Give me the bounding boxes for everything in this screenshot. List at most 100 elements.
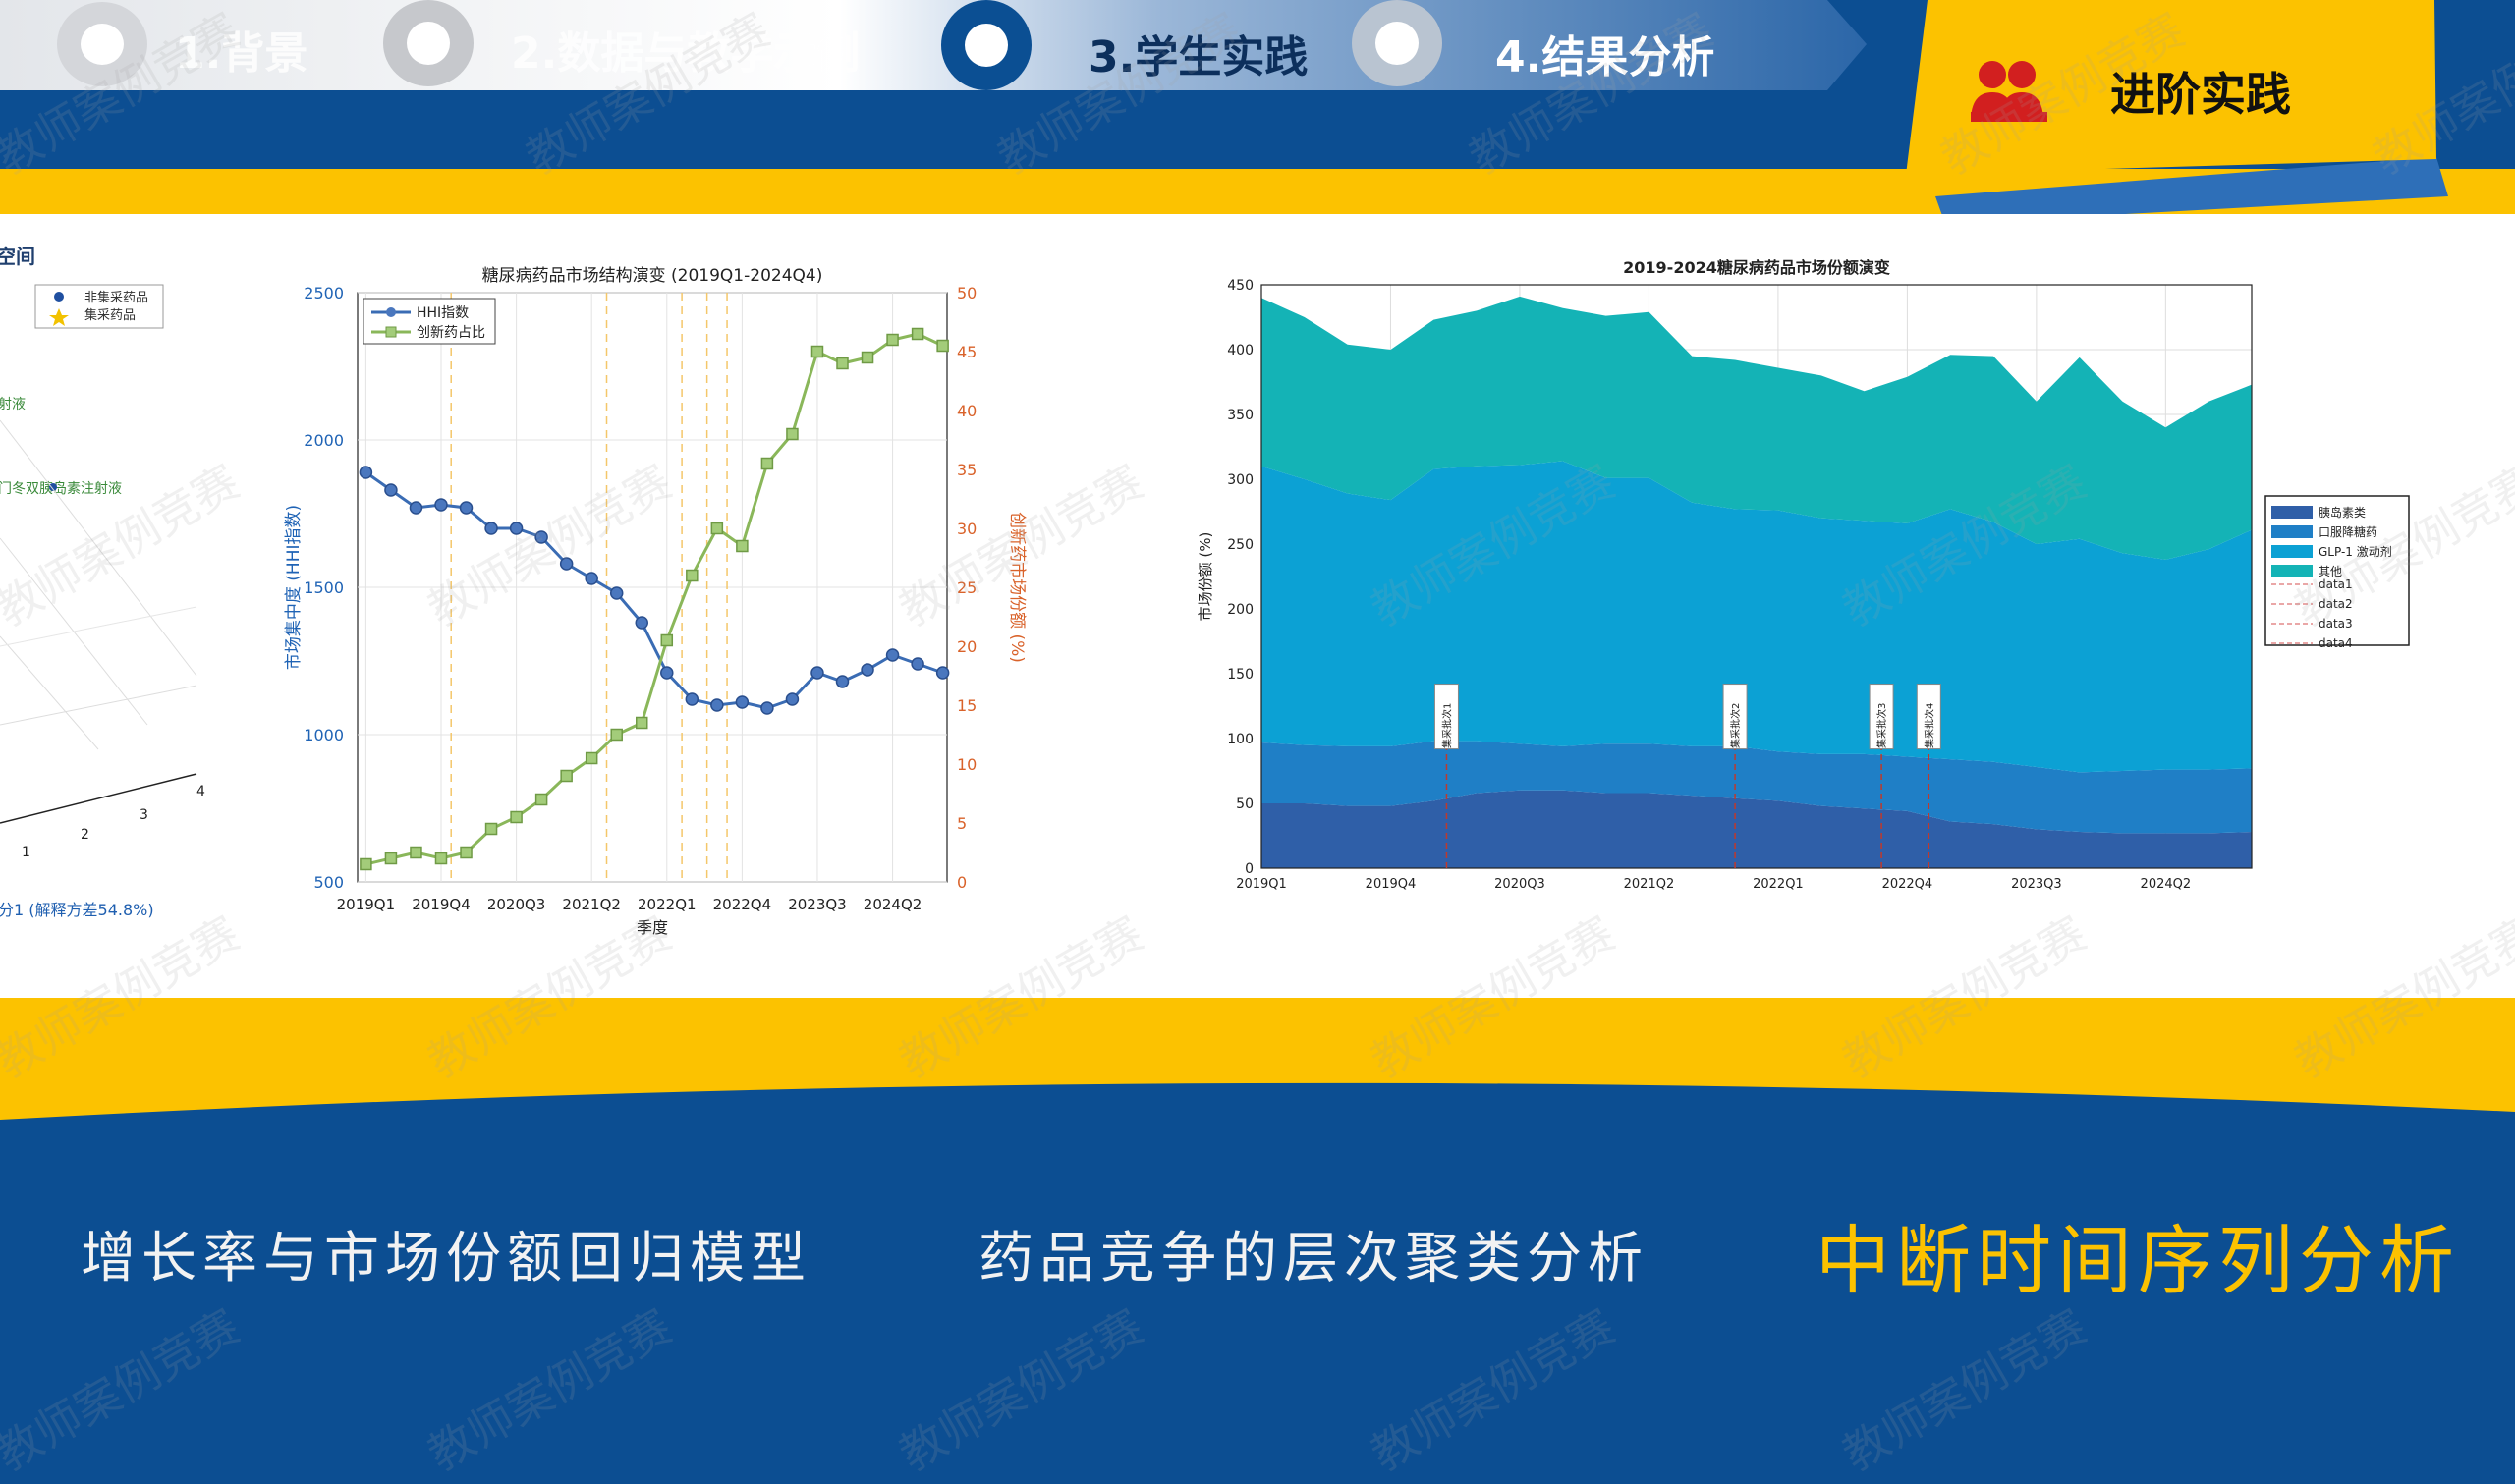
- innovative-point: [710, 522, 724, 535]
- line-xtick-label: 2021Q2: [562, 896, 621, 913]
- innovative-point: [736, 539, 749, 553]
- line-y2tick-label: 5: [957, 814, 967, 833]
- line-y2tick-label: 0: [957, 873, 967, 892]
- hhi-point: [559, 557, 574, 571]
- hhi-point: [735, 695, 750, 709]
- hhi-point: [384, 483, 398, 497]
- step-4-label[interactable]: 4.结果分析: [1495, 32, 1715, 82]
- innovative-point: [384, 852, 398, 865]
- hhi-point: [534, 530, 548, 544]
- innovative-point: [911, 327, 924, 341]
- hhi-point: [359, 466, 373, 479]
- area-legend-swatch: [2271, 525, 2313, 538]
- area-legend-label: 其他: [2319, 565, 2342, 578]
- line-xtick-label: 2024Q2: [864, 896, 922, 913]
- method-interrupted-time-series[interactable]: 中断时间序列分析: [1816, 1217, 2460, 1304]
- innovative-point: [360, 857, 372, 871]
- event-label: 集采批次2: [1729, 703, 1742, 748]
- hhi-point: [810, 666, 824, 680]
- partial-grid-1: [0, 419, 197, 677]
- hhi-point: [409, 501, 423, 515]
- area-legend-swatch: [2271, 565, 2313, 577]
- step-3-label[interactable]: 3.学生实践: [1089, 32, 1309, 82]
- innovative-point: [810, 345, 824, 358]
- line-xtick-label: 2022Q1: [638, 896, 697, 913]
- method-growth-regression[interactable]: 增长率与市场份额回归模型: [81, 1227, 811, 1291]
- hhi-point: [835, 675, 850, 688]
- area-legend-line-label: data1: [2319, 577, 2353, 591]
- partial-title: 空间: [0, 245, 35, 268]
- hhi-point: [685, 692, 699, 706]
- line-y2tick-label: 50: [957, 284, 977, 302]
- area-xtick-label: 2019Q4: [1366, 877, 1417, 892]
- innovative-point: [836, 357, 849, 370]
- event-label: 集采批次3: [1875, 703, 1888, 748]
- innovative-point: [636, 716, 648, 730]
- line-y2tick-label: 15: [957, 696, 977, 715]
- area-legend-line-label: data4: [2319, 636, 2353, 650]
- area-xtick-label: 2022Q1: [1753, 877, 1804, 892]
- area-series-1: [1261, 790, 2252, 868]
- partial-grid-4: [0, 685, 197, 726]
- innovative-point: [610, 728, 623, 742]
- innovative-point: [560, 769, 573, 783]
- legend-procured-marker: [49, 308, 69, 326]
- innovative-point: [585, 751, 598, 765]
- hhi-point: [911, 657, 924, 671]
- line-xtick-label: 2019Q4: [412, 896, 471, 913]
- hhi-point: [635, 616, 649, 630]
- line-y2tick-label: 45: [957, 343, 977, 361]
- area-xtick-label: 2019Q1: [1236, 877, 1287, 892]
- area-ytick-label: 250: [1227, 537, 1254, 553]
- bottom-navy-curve: [0, 1082, 2515, 1414]
- partial-grid-5: [0, 606, 197, 647]
- innovative-point: [861, 351, 874, 364]
- hhi-point: [861, 663, 874, 677]
- line-xtick-label: 2023Q3: [788, 896, 847, 913]
- area-ytick-label: 350: [1227, 408, 1254, 423]
- line-chart-y2label: 创新药市场份额 (%): [1007, 512, 1027, 663]
- line-xtick-label: 2020Q3: [487, 896, 546, 913]
- innovative-point: [510, 810, 523, 824]
- hhi-point: [710, 698, 724, 712]
- area-ytick-label: 300: [1227, 472, 1254, 488]
- area-xtick-label: 2023Q3: [2011, 877, 2062, 892]
- area-ytick-label: 400: [1227, 343, 1254, 358]
- legend-innovative-marker: [385, 326, 397, 338]
- area-plot-frame: [1260, 284, 2253, 869]
- area-series-2: [1261, 741, 2252, 834]
- line-ytick-label: 500: [313, 873, 344, 892]
- area-legend-label: GLP-1 激动剂: [2319, 544, 2392, 559]
- area-legend-line-label: data2: [2319, 597, 2353, 611]
- line-y2tick-label: 35: [957, 461, 977, 479]
- advanced-tab-label[interactable]: 进阶实践: [2110, 68, 2291, 121]
- innovative-point: [936, 339, 949, 353]
- line-ytick-label: 1500: [304, 578, 344, 597]
- area-ytick-label: 100: [1227, 732, 1254, 747]
- innovative-point: [686, 569, 699, 582]
- line-y2tick-label: 30: [957, 520, 977, 538]
- hhi-point: [760, 701, 774, 715]
- hhi-point: [609, 586, 624, 600]
- innovative-point: [886, 333, 899, 347]
- area-xtick-label: 2022Q4: [1882, 877, 1933, 892]
- event-label-box: [1916, 684, 1941, 750]
- users-icon: [1967, 57, 2051, 130]
- innovative-point: [460, 846, 473, 859]
- innovative-point: [410, 846, 422, 859]
- area-ytick-label: 0: [1245, 861, 1254, 877]
- line-chart-ylabel: 市场集中度 (HHI指数): [284, 505, 304, 670]
- area-legend-label: 口服降糖药: [2319, 524, 2377, 539]
- hhi-point: [885, 648, 900, 662]
- area-legend-swatch: [2271, 506, 2313, 519]
- step-1-label[interactable]: 1.背景: [175, 28, 308, 79]
- hhi-point: [484, 522, 498, 535]
- line-ytick-label: 1000: [304, 726, 344, 744]
- hhi-point: [660, 666, 674, 680]
- partial-tick-4: 4: [196, 784, 205, 799]
- partial-tick-2: 2: [81, 827, 89, 843]
- step-2-label[interactable]: 2.数据与教学示例: [511, 28, 861, 79]
- method-hierarchical-clustering[interactable]: 药品竞争的层次聚类分析: [978, 1227, 1649, 1291]
- hhi-point: [935, 666, 950, 680]
